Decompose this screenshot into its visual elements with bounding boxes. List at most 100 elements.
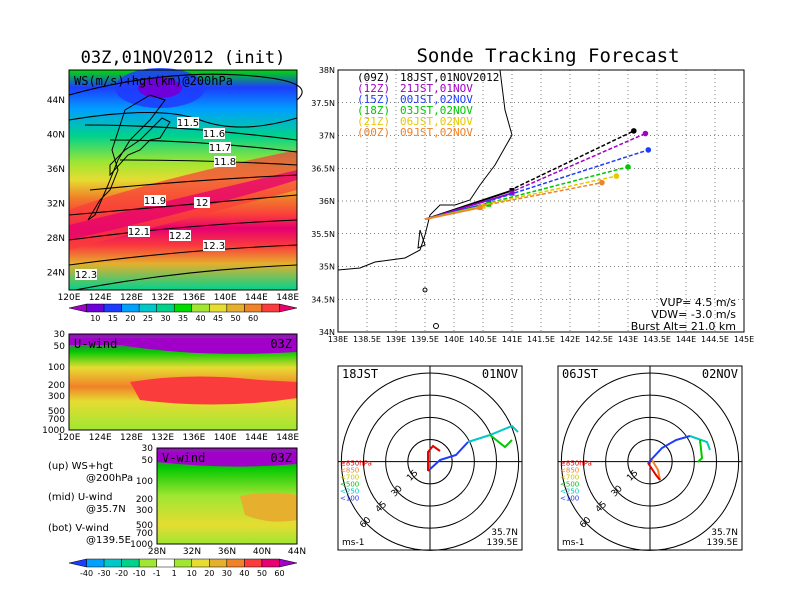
pressure-tick: 50 — [54, 342, 66, 352]
colorbar-swatch — [244, 303, 263, 313]
colorbar-label: 15 — [108, 314, 118, 323]
pressure-tick: 200 — [136, 495, 153, 505]
panel-legend: (up) WS+hgt @200hPa (mid) U-wind @35.7N … — [48, 461, 133, 546]
legend-line: @35.7N — [86, 504, 126, 515]
colorbar-swatch — [226, 558, 245, 568]
lat-tick: 36N — [319, 197, 335, 206]
hodograph-trace — [427, 441, 469, 472]
pressure-tick: 100 — [136, 477, 153, 487]
colorbar-label: -20 — [115, 569, 128, 578]
pressure-legend-item: <850 — [560, 467, 579, 475]
hodograph-trace — [489, 434, 513, 449]
colorbar-swatch — [68, 303, 87, 313]
hodograph-time: 06JST — [562, 367, 598, 381]
lon-tick: 143.5E — [643, 335, 671, 344]
pressure-legend-item: <250 — [340, 488, 359, 496]
landing-point — [625, 164, 631, 170]
hodograph-time: 18JST — [342, 367, 378, 381]
pressure-legend-item: <100 — [340, 495, 359, 503]
colorbar-label: 60 — [274, 569, 284, 578]
pressure-tick: 300 — [136, 506, 153, 516]
lon-tick: 136E — [182, 293, 205, 303]
hodograph-trace — [467, 424, 519, 443]
contour-label: 12 — [196, 198, 209, 209]
lat-tick: 44N — [47, 96, 65, 106]
track-descent-line — [482, 181, 603, 207]
lon-tick: 128E — [120, 433, 143, 443]
hodograph-lon: 139.5E — [487, 538, 519, 548]
colorbar-swatch — [156, 303, 175, 313]
lat-tick: 32N — [47, 200, 65, 210]
pressure-tick: 30 — [142, 444, 154, 454]
hodograph-date: 01NOV — [482, 367, 518, 381]
legend-label: 09JST,02NOV — [400, 126, 473, 139]
vwind-time: 03Z — [270, 451, 292, 465]
uwind-lon-ticks: 120E 124E 128E 132E 136E 140E 144E 148E — [58, 433, 300, 443]
legend-label: 21JST,01NOV — [400, 82, 473, 95]
colorbar-swatch — [173, 303, 193, 313]
hodograph-trace — [647, 435, 691, 464]
lat-tick: 35.5N — [311, 230, 335, 239]
main-title: Sonde Tracking Forecast — [416, 45, 679, 67]
lon-tick: 136E — [182, 433, 205, 443]
colorbar-label: 10 — [90, 314, 100, 323]
ws-lon-ticks: 120E 124E 128E 132E 136E 140E 144E 148E — [58, 293, 300, 303]
colorbar-label: 20 — [125, 314, 135, 323]
contour-label: 12.1 — [128, 227, 150, 238]
track-lat-ticks: 34N 34.5N 35N 35.5N 36N 36.5N 37N 37.5N 38N — [311, 66, 335, 337]
colorbar-swatch — [209, 303, 228, 313]
legend-line: (up) WS+hgt — [48, 461, 113, 472]
lon-tick: 140E — [444, 335, 464, 344]
landing-point — [645, 147, 652, 153]
track-descent-line — [514, 130, 635, 189]
track-descent-line — [491, 149, 649, 202]
ws-map-label: WS(m/s)+hgt(km)@200hPa — [74, 74, 233, 88]
track-legend: (09Z) 18JST,01NOV2012 (12Z) 21JST,01NOV (15Z… — [357, 71, 499, 139]
track-descent-line — [491, 166, 629, 204]
colorbar-label: 25 — [143, 314, 153, 323]
colorbar-label: -10 — [133, 569, 146, 578]
hodograph-trace — [647, 462, 661, 481]
colorbar-swatch — [68, 558, 87, 568]
wind-colorbar: -40 -30 -20 -10 -1 1 10 20 30 40 50 60 — [68, 558, 298, 578]
colorbar-swatch — [261, 558, 280, 568]
lon-tick: 144E — [245, 293, 268, 303]
uwind-time: 03Z — [270, 337, 292, 351]
lat-tick: 36.5N — [311, 164, 335, 173]
legend-label: 03JST,02NOV — [400, 104, 473, 117]
pressure-tick: 200 — [48, 381, 65, 391]
lat-tick: 35N — [319, 263, 335, 272]
pressure-tick: 50 — [142, 456, 154, 466]
hodograph-unit: ms-1 — [342, 538, 364, 548]
legend-line: (bot) V-wind — [48, 523, 109, 534]
legend-code: (12Z) — [357, 82, 390, 95]
lat-tick: 28N — [148, 547, 166, 557]
lon-tick: 142E — [560, 335, 580, 344]
lon-tick: 120E — [58, 293, 81, 303]
lon-tick: 138E — [328, 335, 348, 344]
landing-point — [613, 173, 620, 179]
colorbar-swatch — [86, 303, 105, 313]
lat-tick: 36N — [218, 547, 236, 557]
hodograph-lat: 35.7N — [491, 528, 518, 538]
pressure-tick: 500 — [48, 407, 65, 417]
annotation-vdw: VDW= -3.0 m/s — [651, 308, 736, 321]
lat-tick: 24N — [47, 269, 65, 279]
vwind-lat-ticks: 28N 32N 36N 40N 44N — [148, 547, 306, 557]
legend-code: (15Z) — [357, 93, 390, 106]
colorbar-label: 35 — [178, 314, 188, 323]
colorbar-label: 45 — [213, 314, 223, 323]
colorbar-swatch — [209, 558, 228, 568]
lon-tick: 148E — [276, 293, 299, 303]
colorbar-swatch — [138, 303, 157, 313]
contour-label: 11.9 — [144, 196, 166, 207]
colorbar-label: 10 — [187, 569, 197, 578]
lon-tick: 140E — [214, 293, 237, 303]
landing-point — [631, 128, 637, 134]
legend-label: 18JST,01NOV2012 — [400, 71, 499, 84]
lon-tick: 124E — [89, 433, 112, 443]
pressure-tick: 1000 — [42, 426, 65, 436]
